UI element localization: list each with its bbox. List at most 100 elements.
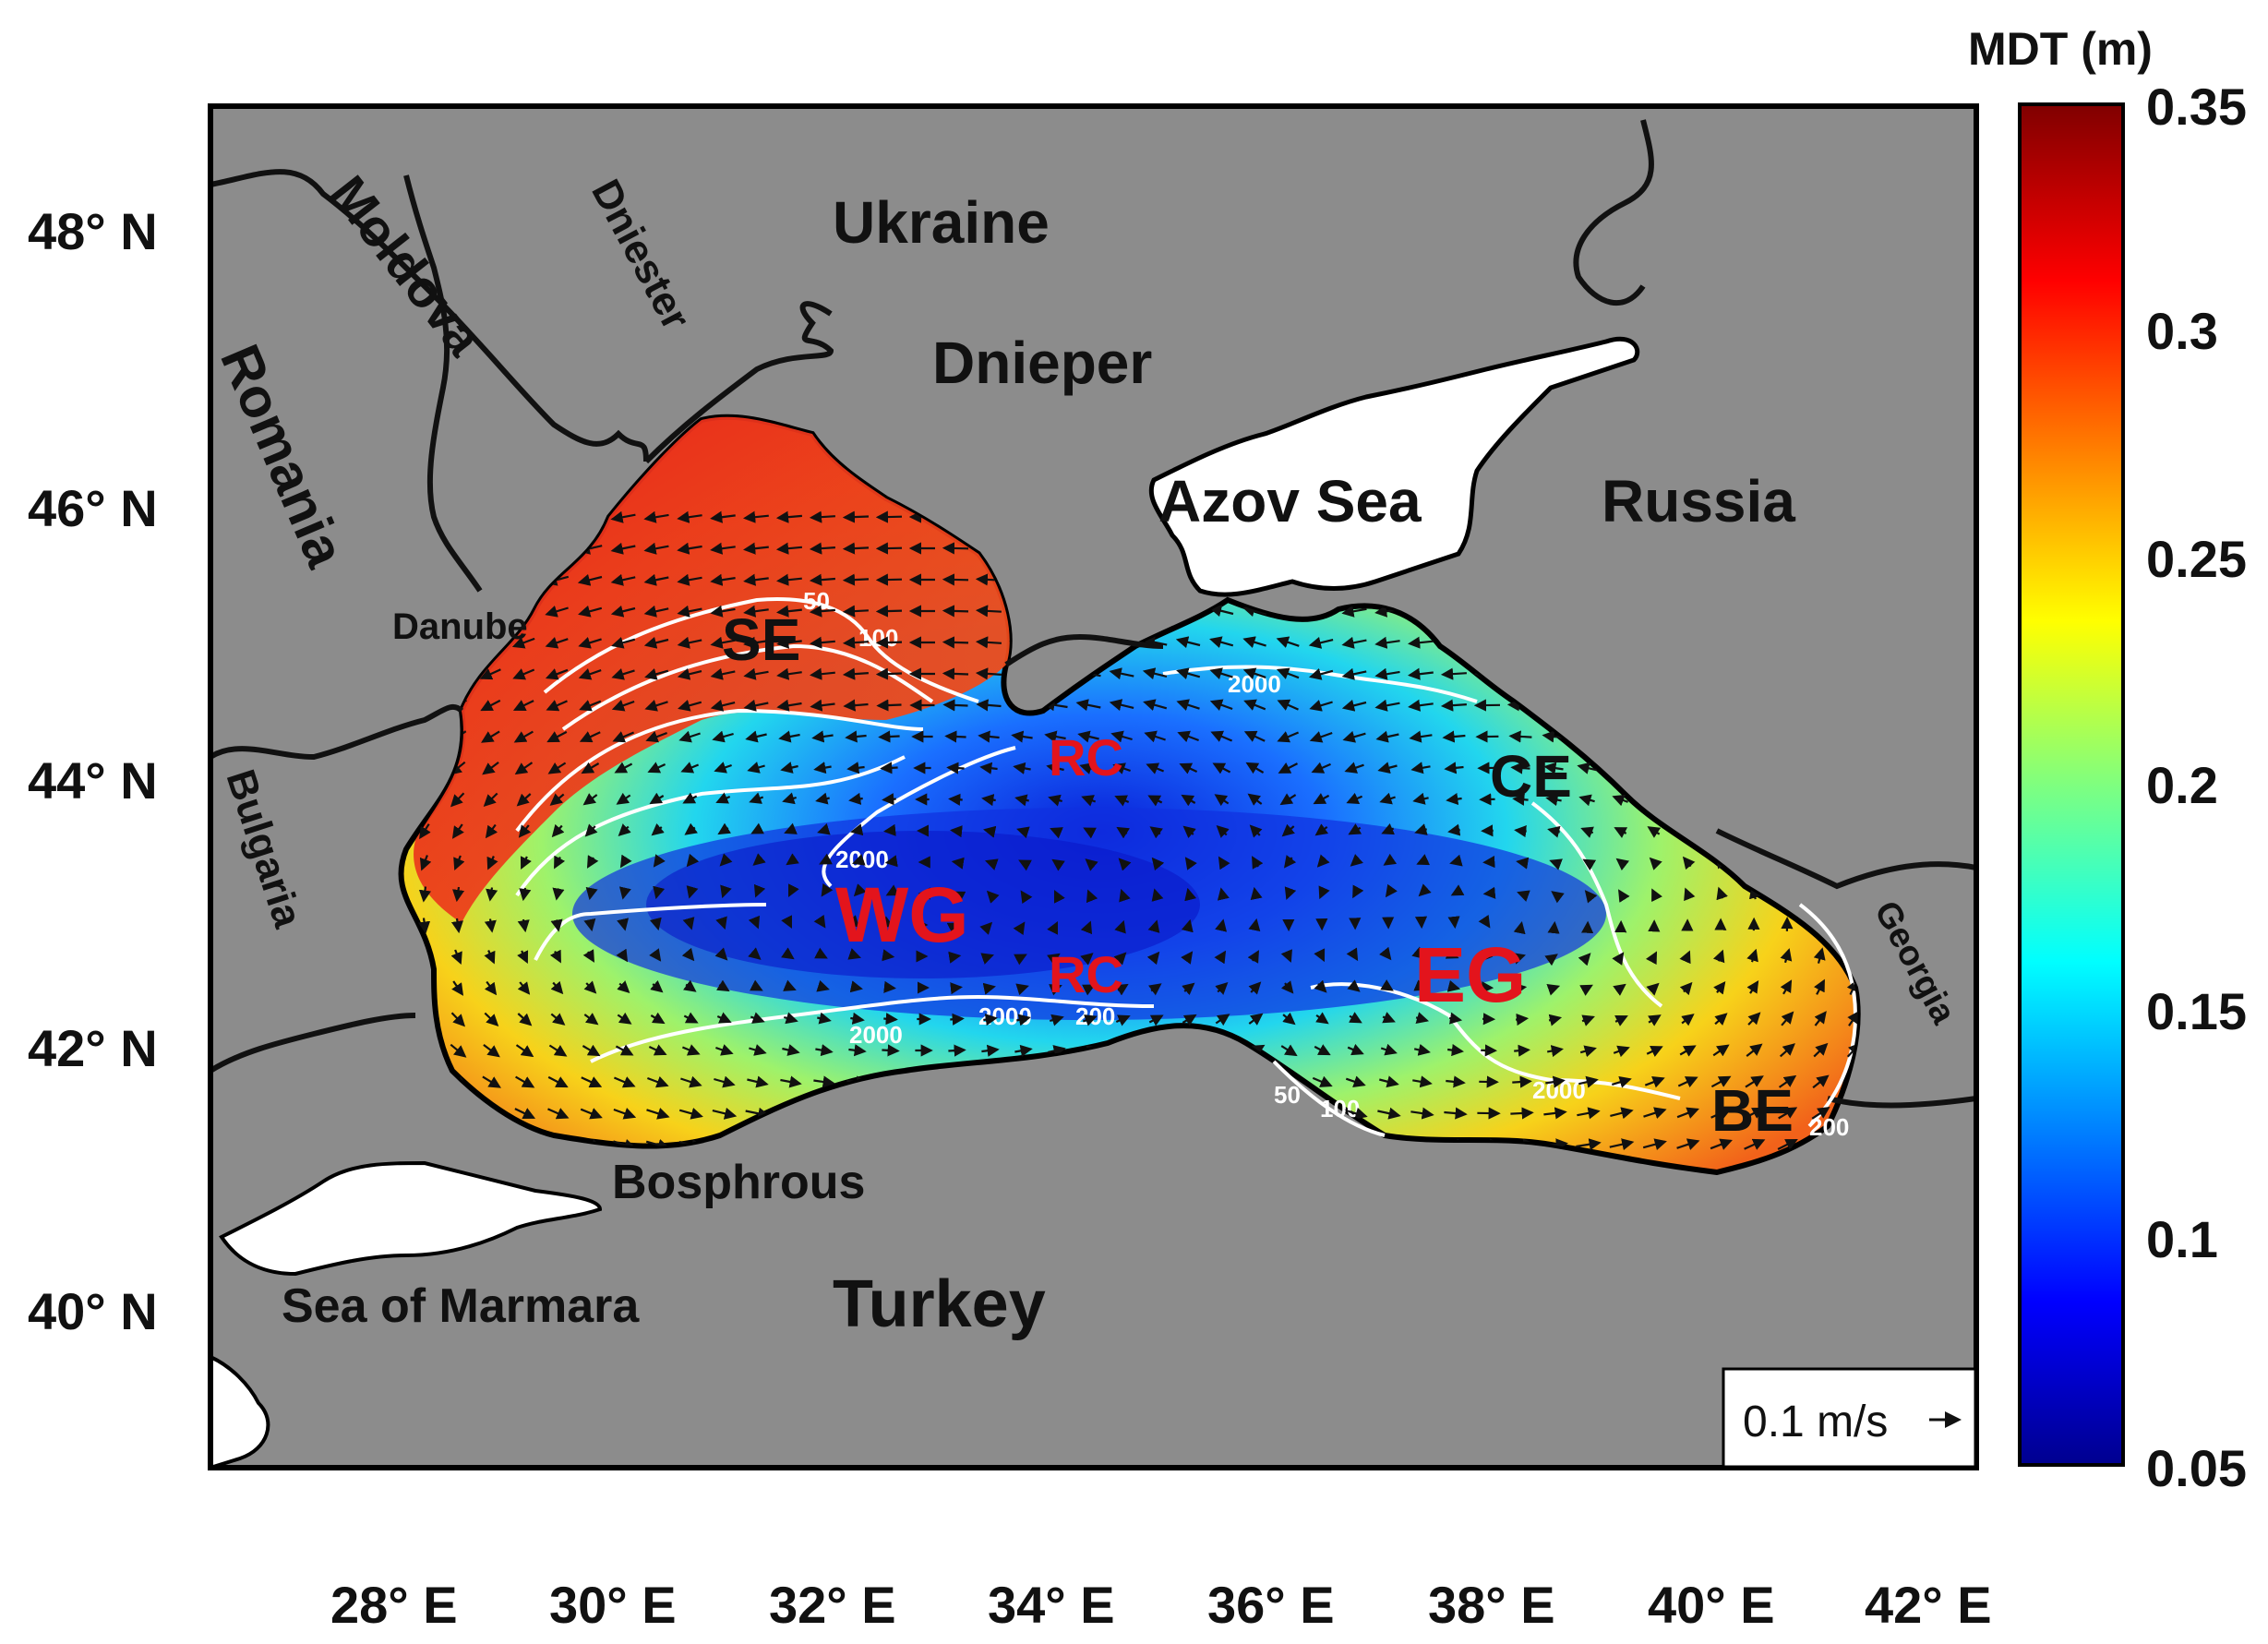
- velocity-arrow: [979, 921, 993, 935]
- velocity-arrow: [1318, 885, 1330, 900]
- velocity-arrow: [1341, 667, 1367, 680]
- velocity-arrow: [1410, 762, 1431, 774]
- velocity-arrow: [1216, 824, 1230, 838]
- velocity-arrow: [1083, 827, 1098, 839]
- velocity-arrow: [647, 1075, 669, 1088]
- velocity-arrow: [1408, 699, 1434, 712]
- velocity-arrow: [1579, 1045, 1597, 1058]
- velocity-arrow: [1378, 946, 1392, 961]
- lon-tick: 28° E: [330, 1576, 458, 1634]
- velocity-arrow: [581, 1076, 603, 1088]
- velocity-arrow: [1649, 857, 1662, 870]
- velocity-arrow: [515, 1075, 535, 1088]
- label-eg: EG: [1414, 931, 1526, 1018]
- velocity-arrow: [516, 793, 532, 807]
- velocity-arrow: [1248, 981, 1262, 995]
- velocity-arrow: [1517, 890, 1530, 902]
- velocity-arrow: [451, 823, 464, 839]
- velocity-arrow: [482, 762, 499, 775]
- map-frame: [208, 103, 1979, 1470]
- velocity-arrow: [1684, 887, 1696, 902]
- velocity-arrow: [1014, 1044, 1033, 1057]
- velocity-arrow: [1314, 823, 1329, 836]
- velocity-arrow: [1048, 1045, 1066, 1057]
- velocity-arrow: [614, 762, 633, 774]
- velocity-arrow: [1440, 667, 1467, 680]
- velocity-arrow: [519, 887, 532, 902]
- velocity-arrow: [1049, 1014, 1064, 1026]
- velocity-arrow: [1412, 1075, 1433, 1088]
- velocity-arrow: [782, 792, 798, 805]
- velocity-arrow: [1251, 856, 1264, 870]
- velocity-arrow: [1278, 762, 1299, 774]
- velocity-arrow: [776, 667, 802, 680]
- velocity-arrow: [882, 793, 896, 806]
- velocity-arrow: [743, 542, 769, 555]
- velocity-arrow: [1081, 795, 1097, 807]
- velocity-arrow: [550, 1013, 566, 1026]
- velocity-arrow: [649, 948, 662, 962]
- velocity-arrow: [986, 890, 1000, 904]
- velocity-arrow: [1182, 1014, 1197, 1026]
- aegean-corner: [210, 1354, 270, 1468]
- velocity-arrow: [1813, 947, 1826, 964]
- velocity-arrow: [847, 948, 861, 960]
- velocity-arrow: [418, 918, 431, 934]
- velocity-arrow: [419, 855, 432, 871]
- velocity-arrow: [942, 636, 969, 649]
- velocity-arrow: [610, 542, 636, 555]
- velocity-arrow: [1044, 730, 1066, 743]
- velocity-arrow: [579, 731, 601, 743]
- velocity-arrow: [617, 1012, 632, 1025]
- velocity-arrow: [1314, 979, 1327, 993]
- velocity-arrow: [1077, 730, 1099, 743]
- velocity-arrow: [643, 573, 669, 586]
- velocity-arrow: [749, 979, 763, 991]
- velocity-arrow: [452, 886, 465, 903]
- velocity-arrow: [585, 886, 598, 901]
- velocity-arrow: [578, 668, 602, 680]
- velocity-arrow: [983, 1014, 998, 1026]
- velocity-arrow: [1281, 823, 1295, 837]
- velocity-arrow: [484, 1012, 499, 1027]
- velocity-arrow: [615, 1044, 634, 1056]
- velocity-arrow: [549, 793, 565, 806]
- velocity-arrow: [710, 636, 736, 649]
- feature-labels: SE CE BE WG EG RC RC: [722, 606, 1794, 1144]
- velocity-arrow: [1811, 1106, 1830, 1120]
- marmara-sea-water: [219, 1160, 603, 1277]
- place-labels: Moldova Dniester Ukraine Dnieper Romania…: [209, 165, 1963, 1341]
- velocity-arrow: [677, 573, 702, 586]
- lat-tick: 40° N: [28, 1282, 158, 1340]
- velocity-arrow: [1215, 918, 1228, 932]
- contour-label: 50: [1274, 1081, 1301, 1109]
- velocity-arrow: [450, 1012, 466, 1027]
- velocity-arrow: [582, 793, 598, 806]
- velocity-arrow: [647, 762, 666, 774]
- velocity-arrow: [1279, 793, 1297, 806]
- velocity-arrow: [683, 979, 697, 992]
- velocity-arrow: [942, 699, 968, 712]
- velocity-arrow: [1444, 762, 1464, 774]
- velocity-arrow: [1377, 762, 1398, 774]
- velocity-arrow: [882, 949, 895, 962]
- velocity-arrow: [1480, 949, 1494, 962]
- velocity-arrow: [853, 883, 867, 897]
- velocity-arrow: [682, 917, 695, 930]
- velocity-arrow: [1218, 856, 1230, 870]
- velocity-arrow: [645, 730, 667, 743]
- velocity-arrow: [743, 636, 769, 649]
- label-wg: WG: [835, 871, 969, 958]
- velocity-arrow: [1049, 984, 1062, 996]
- velocity-arrow: [950, 982, 963, 995]
- velocity-arrow: [517, 950, 529, 964]
- velocity-arrow: [1651, 888, 1662, 903]
- velocity-arrow: [1510, 762, 1530, 774]
- velocity-arrow: [1345, 1075, 1366, 1088]
- velocity-arrow: [817, 822, 831, 835]
- velocity-arrow: [1209, 699, 1233, 711]
- lon-tick: 42° E: [1865, 1576, 1992, 1634]
- velocity-arrow: [1114, 983, 1129, 996]
- velocity-arrow: [809, 573, 835, 586]
